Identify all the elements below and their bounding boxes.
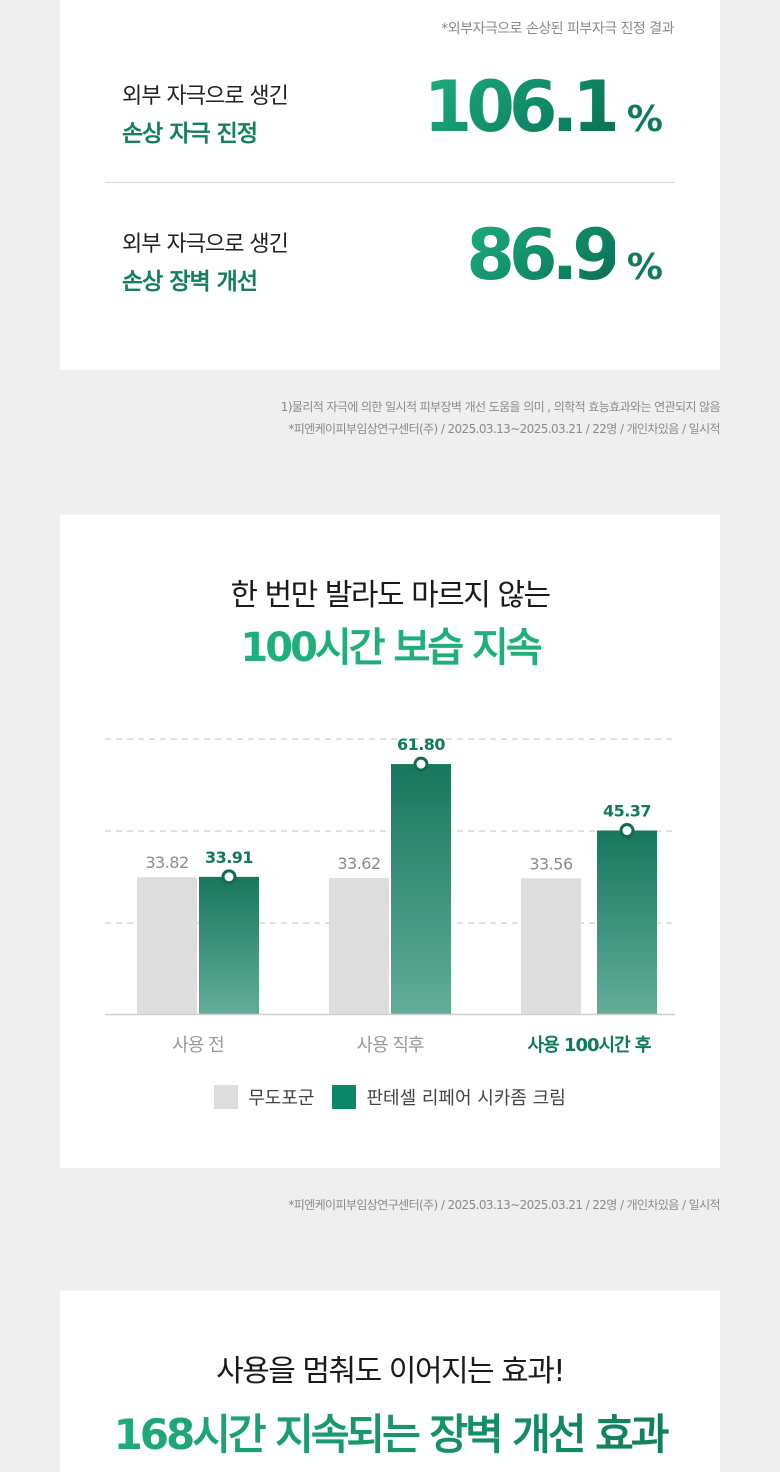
- stat-soothing-unit: %: [626, 99, 663, 140]
- effect-headline-highlight: 168시간 지속되는 장벽 개선 효과: [60, 1401, 720, 1462]
- legend-label-control: 무도포군: [248, 1088, 315, 1109]
- data-label-control: 33.62: [337, 854, 380, 873]
- x-tick-label: 사용 전: [172, 1035, 223, 1056]
- bar-product-marker: [619, 823, 635, 839]
- x-tick-label: 사용 100시간 후: [528, 1035, 651, 1056]
- stat-barrier-value: 86.9 %: [466, 214, 663, 296]
- chart-headline-highlight: 100시간 보습 지속: [240, 625, 542, 671]
- data-label-control: 33.56: [529, 854, 573, 873]
- stat-soothing: 외부 자극으로 생긴 손상 자극 진정 106.1 %: [105, 66, 675, 198]
- bar-product-marker: [221, 869, 237, 885]
- lasting-effect-card: 사용을 멈춰도 이어지는 효과! 168시간 지속되는 장벽 개선 효과: [60, 1291, 720, 1472]
- legend-swatch-product: [332, 1085, 357, 1109]
- stat-soothing-caption: 외부 자극으로 생긴: [122, 84, 289, 109]
- bar-product: [199, 876, 259, 1014]
- legend-label-product: 판테셀 리페어 시카좀 크림: [366, 1088, 566, 1109]
- x-tick-label: 사용 직후: [357, 1035, 424, 1056]
- disclaimer-note: 1)물리적 자극에 의한 일시적 피부장벽 개선 도움을 의미 , 의학적 효능…: [280, 400, 721, 414]
- chart-legend: 무도포군 판테셀 리페어 시카좀 크림: [60, 1084, 720, 1110]
- data-label-product: 61.80: [397, 735, 445, 754]
- stat-barrier: 외부 자극으로 생긴 손상 장벽 개선 86.9 %: [105, 214, 675, 346]
- bar-control: [521, 878, 581, 1014]
- stat-soothing-number: 106.1: [423, 66, 621, 148]
- stat-barrier-caption: 외부 자극으로 생긴: [122, 232, 289, 257]
- stat-barrier-unit: %: [626, 247, 663, 288]
- legend-item-control: 무도포군: [214, 1084, 314, 1110]
- moisture-bar-chart: 33.82 33.91 사용 전 33.62 61.80 사용 직후 33.56 45.37 사…: [105, 735, 675, 1056]
- data-label-control: 33.82: [145, 853, 188, 872]
- bar-control: [137, 877, 197, 1014]
- data-label-product: 45.37: [603, 802, 651, 821]
- clinical-source-note: *피엔케이피부임상연구센터(주) / 2025.03.13~2025.03.21…: [288, 422, 720, 436]
- bar-product: [391, 764, 451, 1014]
- data-label-product: 33.91: [205, 848, 253, 867]
- effect-headline: 사용을 멈춰도 이어지는 효과!: [216, 1354, 565, 1389]
- legend-swatch-control: [214, 1085, 239, 1109]
- stat-soothing-title: 손상 자극 진정: [122, 121, 258, 147]
- stats-card: *외부자극으로 손상된 피부자극 진정 결과 외부 자극으로 생긴 손상 자극 …: [60, 0, 720, 370]
- moisture-chart-card: 한 번만 발라도 마르지 않는 100시간 보습 지속 33.82 33.91 사용…: [60, 515, 720, 1168]
- bar-control: [329, 878, 389, 1014]
- legend-item-product: 판테셀 리페어 시카좀 크림: [332, 1084, 566, 1110]
- stat-barrier-title: 손상 장벽 개선: [122, 269, 258, 295]
- stats-source-note: *외부자극으로 손상된 피부자극 진정 결과: [441, 21, 674, 37]
- stats-divider: [105, 182, 675, 183]
- chart-headline: 한 번만 발라도 마르지 않는: [230, 578, 551, 613]
- bar-product-marker: [413, 756, 429, 772]
- chart-source-note: *피엔케이피부임상연구센터(주) / 2025.03.13~2025.03.21…: [288, 1198, 720, 1212]
- bar-product: [597, 830, 657, 1014]
- stat-barrier-number: 86.9: [466, 214, 621, 296]
- stat-soothing-value: 106.1 %: [424, 66, 664, 148]
